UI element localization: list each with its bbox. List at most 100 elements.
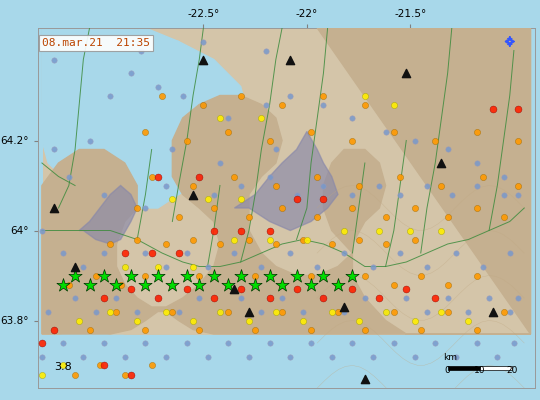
- Point: [396, 173, 404, 180]
- Point: [389, 101, 398, 108]
- Point: [272, 308, 280, 315]
- Point: [319, 272, 328, 279]
- Point: [286, 56, 295, 63]
- Point: [307, 326, 315, 333]
- Point: [112, 281, 121, 288]
- Point: [286, 353, 295, 360]
- Point: [505, 308, 514, 315]
- Point: [100, 362, 109, 369]
- Point: [75, 317, 84, 324]
- Point: [230, 236, 239, 243]
- Point: [348, 205, 357, 211]
- Point: [162, 241, 171, 247]
- Point: [410, 317, 419, 324]
- Point: [116, 281, 125, 288]
- Point: [141, 250, 150, 256]
- Point: [410, 205, 419, 211]
- Point: [307, 128, 315, 135]
- Point: [224, 128, 233, 135]
- Point: [58, 281, 67, 288]
- Point: [478, 173, 487, 180]
- Point: [50, 146, 59, 153]
- Point: [195, 326, 204, 333]
- Text: 10: 10: [474, 366, 485, 375]
- Point: [224, 308, 233, 315]
- Point: [278, 205, 286, 211]
- Polygon shape: [42, 28, 249, 208]
- Point: [286, 92, 295, 99]
- Point: [307, 340, 315, 346]
- Point: [126, 371, 135, 378]
- Point: [199, 101, 208, 108]
- Point: [514, 295, 522, 301]
- Point: [230, 250, 239, 256]
- Point: [313, 214, 322, 220]
- Point: [340, 250, 348, 256]
- Point: [137, 47, 146, 54]
- Point: [261, 47, 270, 54]
- Point: [215, 115, 224, 121]
- Point: [168, 281, 177, 288]
- Point: [272, 241, 280, 247]
- Point: [38, 353, 46, 360]
- Point: [79, 263, 87, 270]
- Point: [85, 281, 94, 288]
- Point: [443, 308, 452, 315]
- Point: [389, 128, 398, 135]
- Point: [292, 286, 301, 292]
- Point: [188, 263, 197, 270]
- Point: [195, 272, 204, 279]
- Point: [38, 340, 46, 346]
- Point: [348, 340, 357, 346]
- Point: [50, 56, 59, 63]
- Point: [237, 286, 245, 292]
- Point: [158, 92, 166, 99]
- Point: [153, 263, 162, 270]
- Point: [431, 137, 440, 144]
- Point: [261, 101, 270, 108]
- Point: [278, 295, 286, 301]
- Point: [133, 205, 141, 211]
- Point: [133, 236, 141, 243]
- Point: [153, 173, 162, 180]
- Point: [251, 272, 259, 279]
- Point: [237, 295, 245, 301]
- Point: [141, 326, 150, 333]
- Point: [215, 241, 224, 247]
- Point: [485, 295, 494, 301]
- Point: [203, 196, 212, 202]
- Point: [448, 191, 456, 198]
- Point: [183, 250, 191, 256]
- Point: [199, 56, 208, 63]
- Point: [265, 295, 274, 301]
- Point: [292, 272, 301, 279]
- Point: [71, 263, 79, 270]
- Text: 3.8: 3.8: [55, 362, 72, 372]
- Point: [195, 295, 204, 301]
- Point: [410, 236, 419, 243]
- Point: [224, 115, 233, 121]
- Point: [423, 182, 431, 189]
- Point: [389, 308, 398, 315]
- Point: [178, 92, 187, 99]
- Point: [133, 308, 141, 315]
- Point: [265, 236, 274, 243]
- Point: [38, 371, 46, 378]
- Point: [168, 308, 177, 315]
- Point: [265, 272, 274, 279]
- Bar: [448, 366, 480, 370]
- Point: [451, 250, 460, 256]
- Point: [381, 128, 390, 135]
- Point: [38, 227, 46, 234]
- Point: [375, 295, 384, 301]
- Point: [65, 281, 73, 288]
- Point: [195, 173, 204, 180]
- Point: [443, 295, 452, 301]
- Point: [272, 146, 280, 153]
- Point: [361, 326, 369, 333]
- Point: [348, 191, 357, 198]
- Point: [162, 263, 171, 270]
- Point: [416, 326, 425, 333]
- Polygon shape: [234, 132, 338, 230]
- Point: [58, 340, 67, 346]
